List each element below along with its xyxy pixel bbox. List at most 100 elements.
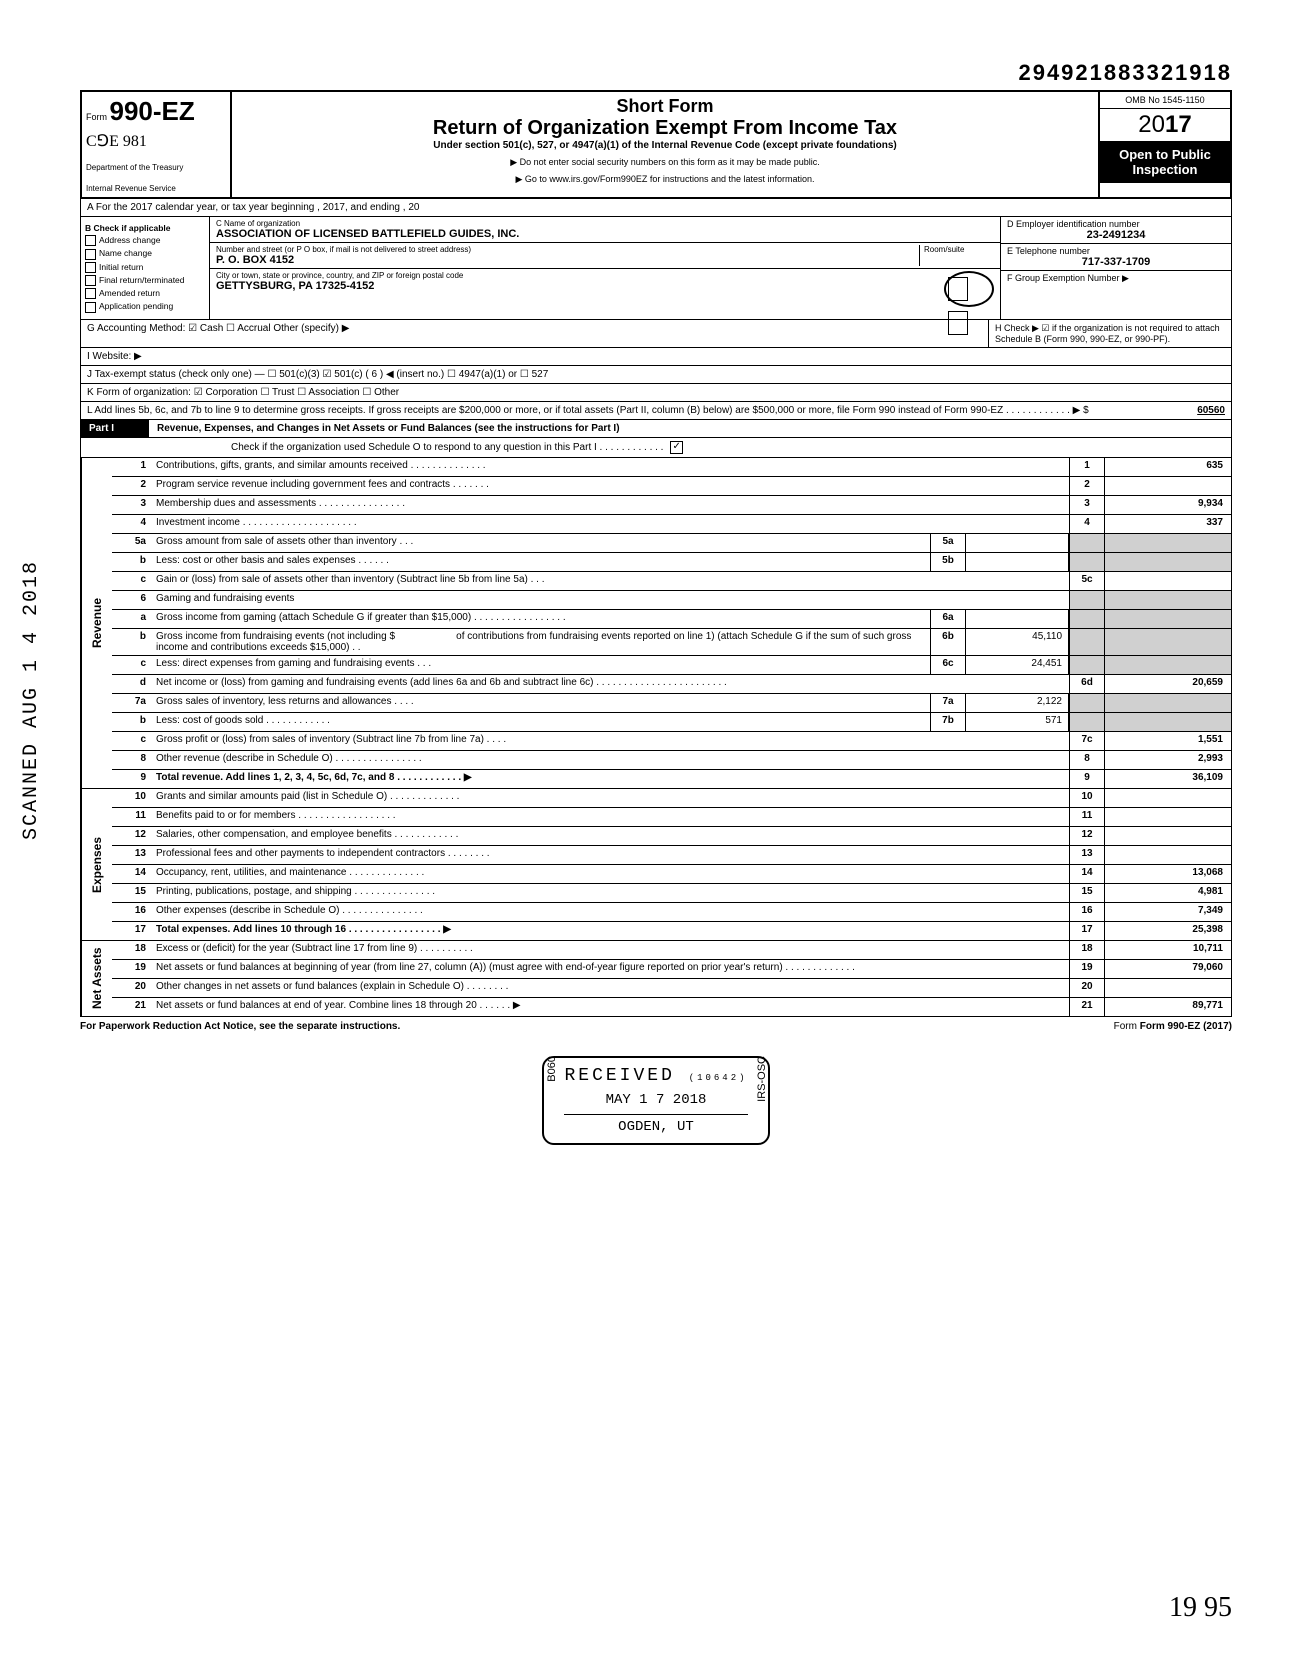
part-1-header: Part I Revenue, Expenses, and Changes in… [80,420,1232,438]
line-4-desc: Investment income . . . . . . . . . . . … [152,515,1069,533]
room-suite-label: Room/suite [924,245,994,254]
return-title: Return of Organization Exempt From Incom… [240,117,1090,140]
line-19-val: 79,060 [1104,960,1231,978]
row-g: G Accounting Method: ☑ Cash ☐ Accrual Ot… [81,320,988,347]
e-label: E Telephone number [1007,246,1225,256]
line-21-desc: Net assets or fund balances at end of ye… [152,998,1069,1016]
part-1-check-note: Check if the organization used Schedule … [80,438,1232,458]
line-18-desc: Excess or (deficit) for the year (Subtra… [152,941,1069,959]
received-stamp-area: B060 RECEIVED (10642) MAY 1 7 2018 OGDEN… [80,1046,1232,1155]
line-10-val [1104,789,1231,807]
form-number: 990-EZ [110,96,195,126]
row-i-website: I Website: ▶ [80,348,1232,366]
net-assets-sidelabel: Net Assets [81,941,112,1016]
line-13-val [1104,846,1231,864]
chk-name-change[interactable] [85,249,96,260]
row-k-org-form: K Form of organization: ☑ Corporation ☐ … [80,384,1232,402]
scanned-stamp: SCANNED AUG 1 4 2018 [20,560,43,840]
d-label: D Employer identification number [1007,219,1225,229]
note-url: ▶ Go to www.irs.gov/Form990EZ for instru… [240,174,1090,185]
line-3-val: 9,934 [1104,496,1231,514]
footer: For Paperwork Reduction Act Notice, see … [80,1017,1232,1036]
year-bold: 17 [1165,111,1192,138]
line-6b-mid: 45,110 [966,629,1069,655]
part-1-label: Part I [89,423,149,434]
c-name-label: C Name of organization [216,219,994,228]
line-11-val [1104,808,1231,826]
chk-final-return[interactable] [85,275,96,286]
line-6c-mid: 24,451 [966,656,1069,674]
line-7a-desc: Gross sales of inventory, less returns a… [152,694,930,712]
dept-treasury: Department of the Treasury [86,163,226,172]
line-15-desc: Printing, publications, postage, and shi… [152,884,1069,902]
line-2-val [1104,477,1231,495]
top-tracking-number: 294921883321918 [80,60,1232,86]
line-6c-desc: Less: direct expenses from gaming and fu… [152,656,930,674]
line-5b-mid [966,553,1069,571]
revenue-sidelabel: Revenue [81,458,112,788]
line-4-val: 337 [1104,515,1231,533]
line-5a-desc: Gross amount from sale of assets other t… [152,534,930,552]
line-6a-desc: Gross income from gaming (attach Schedul… [152,610,930,628]
line-18-val: 10,711 [1104,941,1231,959]
line-6b-desc: Gross income from fundraising events (no… [152,629,930,655]
stamp-irs-osc: IRS-OSC [756,1056,768,1102]
line-7b-desc: Less: cost of goods sold . . . . . . . .… [152,713,930,731]
subtitle: Under section 501(c), 527, or 4947(a)(1)… [240,140,1090,151]
line-1-val: 635 [1104,458,1231,476]
line-7c-val: 1,551 [1104,732,1231,750]
line-14-val: 13,068 [1104,865,1231,883]
line-17-desc: Total expenses. Add lines 10 through 16 … [152,922,1069,940]
line-14-desc: Occupancy, rent, utilities, and maintena… [152,865,1069,883]
short-form-title: Short Form [240,96,1090,117]
line-6-desc: Gaming and fundraising events [152,591,1069,609]
row-j-tax-exempt: J Tax-exempt status (check only one) — ☐… [80,366,1232,384]
open-public: Open to Public Inspection [1100,141,1230,183]
line-7b-mid: 571 [966,713,1069,731]
irs-label: Internal Revenue Service [86,184,226,193]
row-l: L Add lines 5b, 6c, and 7b to line 9 to … [80,402,1232,420]
phone-value: 717-337-1709 [1007,256,1225,268]
stamp-b060: B060 [546,1056,558,1082]
received-stamp: RECEIVED (10642) MAY 1 7 2018 OGDEN, UT [542,1056,769,1145]
line-6a-mid [966,610,1069,628]
line-20-desc: Other changes in net assets or fund bala… [152,979,1069,997]
line-12-desc: Salaries, other compensation, and employ… [152,827,1069,845]
footer-right: Form Form 990-EZ (2017) [1114,1021,1232,1032]
line-19-desc: Net assets or fund balances at beginning… [152,960,1069,978]
handwritten-note: 19 95 [1169,1592,1232,1624]
schedule-o-checkbox[interactable]: ✓ [670,441,683,454]
line-9-desc: Total revenue. Add lines 1, 2, 3, 4, 5c,… [152,770,1069,788]
line-8-val: 2,993 [1104,751,1231,769]
line-7a-mid: 2,122 [966,694,1069,712]
line-13-desc: Professional fees and other payments to … [152,846,1069,864]
line-6d-val: 20,659 [1104,675,1231,693]
line-5a-mid [966,534,1069,552]
chk-address-change[interactable] [85,235,96,246]
year-prefix: 20 [1138,111,1165,138]
line-20-val [1104,979,1231,997]
line-15-val: 4,981 [1104,884,1231,902]
footer-left: For Paperwork Reduction Act Notice, see … [80,1021,400,1032]
ein-value: 23-2491234 [1007,229,1225,241]
b-label: B Check if applicable [85,223,205,233]
form-header: Form 990-EZ C⅁E 981 Department of the Tr… [80,90,1232,199]
header-scribble: C⅁E 981 [86,131,226,151]
line-7c-desc: Gross profit or (loss) from sales of inv… [152,732,1069,750]
line-5c-val [1104,572,1231,590]
line-11-desc: Benefits paid to or for members . . . . … [152,808,1069,826]
org-name: ASSOCIATION OF LICENSED BATTLEFIELD GUID… [216,228,994,240]
note-ssn: ▶ Do not enter social security numbers o… [240,157,1090,168]
chk-app-pending[interactable] [85,302,96,313]
form-label: Form [86,112,107,122]
line-10-desc: Grants and similar amounts paid (list in… [152,789,1069,807]
chk-amended[interactable] [85,288,96,299]
expenses-sidelabel: Expenses [81,789,112,940]
chk-initial-return[interactable] [85,262,96,273]
line-12-val [1104,827,1231,845]
line-8-desc: Other revenue (describe in Schedule O) .… [152,751,1069,769]
line-21-val: 89,771 [1104,998,1231,1016]
line-6d-desc: Net income or (loss) from gaming and fun… [152,675,1069,693]
omb-number: OMB No 1545-1150 [1100,92,1230,109]
row-a-tax-year: A For the 2017 calendar year, or tax yea… [80,199,1232,217]
